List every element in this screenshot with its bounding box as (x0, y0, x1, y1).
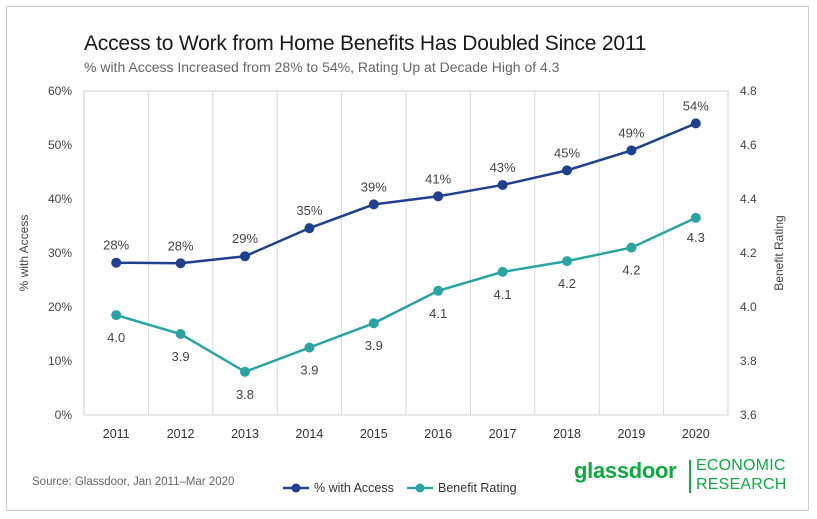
x-axis-tick-label: 2014 (295, 427, 323, 441)
x-axis-tick-label: 2012 (167, 427, 195, 441)
glassdoor-wordmark: glassdoor (574, 458, 677, 483)
left-axis-tick-label: 10% (48, 354, 72, 368)
right-axis-title: Benefit Rating (772, 215, 786, 290)
logo-divider (689, 460, 691, 493)
chart-frame (6, 6, 809, 511)
right-axis-tick-label: 4.2 (740, 246, 757, 260)
chart-subtitle: % with Access Increased from 28% to 54%,… (84, 59, 560, 75)
x-axis-tick-label: 2017 (489, 427, 517, 441)
x-axis-tick-label: 2016 (424, 427, 452, 441)
left-axis-tick-label: 0% (55, 408, 73, 422)
legend-swatch-marker (291, 483, 301, 493)
data-point (111, 310, 122, 321)
data-label: 28% (103, 238, 129, 253)
right-axis-tick-label: 3.8 (740, 354, 757, 368)
data-label: 3.9 (300, 363, 318, 378)
data-point (562, 256, 572, 267)
legend-swatch-marker (415, 483, 425, 493)
x-axis-tick-label: 2011 (103, 427, 130, 441)
data-point (433, 285, 444, 296)
left-axis-title: % with Access (17, 215, 31, 292)
data-label: 43% (490, 160, 516, 175)
left-axis-tick-label: 20% (48, 300, 72, 314)
data-label: 3.9 (172, 349, 190, 364)
right-axis-tick-label: 4.4 (740, 192, 757, 206)
economic-research-wordmark: ECONOMIC RESEARCH (696, 456, 787, 494)
x-axis-tick-label: 2019 (617, 427, 645, 441)
data-point (240, 366, 250, 377)
data-point (626, 145, 637, 156)
data-point (690, 118, 701, 129)
source-note: Source: Glassdoor, Jan 2011–Mar 2020 (32, 476, 235, 488)
data-point (175, 258, 186, 269)
data-label: 45% (554, 145, 580, 160)
legend-label: % with Access (314, 481, 394, 495)
data-point (111, 257, 122, 268)
left-axis-tick-label: 30% (48, 246, 72, 260)
data-label: 3.8 (236, 387, 254, 402)
right-axis-tick-label: 4.6 (740, 138, 757, 152)
data-label: 3.9 (365, 338, 383, 353)
brand-line-2: RESEARCH (696, 476, 787, 493)
data-point (304, 342, 315, 353)
brand-line-1: ECONOMIC (696, 457, 786, 474)
left-axis-tick-label: 50% (48, 138, 72, 152)
data-point (368, 318, 379, 329)
data-label: 4.0 (107, 330, 125, 345)
data-label: 41% (425, 171, 451, 186)
data-point (304, 223, 315, 234)
right-axis-tick-label: 4.8 (740, 84, 757, 98)
data-point (497, 266, 508, 277)
data-point (433, 191, 444, 202)
data-point (626, 242, 637, 253)
data-point (562, 165, 572, 176)
x-axis-tick-label: 2020 (682, 427, 710, 441)
data-label: 4.1 (494, 287, 512, 302)
data-label: 28% (168, 238, 194, 253)
data-point (175, 329, 186, 339)
data-label: 29% (232, 231, 258, 246)
right-axis-tick-label: 3.6 (740, 408, 757, 422)
data-label: 4.1 (429, 306, 447, 321)
data-point (368, 199, 379, 210)
data-label: 4.2 (622, 263, 640, 278)
legend-label: Benefit Rating (438, 481, 517, 495)
right-axis-tick-label: 4.0 (740, 300, 757, 314)
series-line (115, 216, 697, 374)
x-axis-tick-label: 2018 (553, 427, 581, 441)
data-label: 4.2 (558, 276, 576, 291)
data-point (240, 251, 250, 262)
left-axis-tick-label: 40% (48, 192, 72, 206)
data-label: 39% (361, 179, 387, 194)
data-label: 49% (618, 125, 644, 140)
data-point (690, 212, 701, 223)
data-label: 4.3 (687, 230, 705, 245)
x-axis-tick-label: 2015 (360, 427, 388, 441)
x-axis-tick-label: 2013 (231, 427, 259, 441)
data-point (497, 179, 508, 190)
chart-title: Access to Work from Home Benefits Has Do… (84, 32, 647, 55)
series-line (116, 122, 697, 265)
data-label: 35% (296, 203, 322, 218)
data-label: 54% (683, 98, 709, 113)
left-axis-tick-label: 60% (48, 84, 72, 98)
